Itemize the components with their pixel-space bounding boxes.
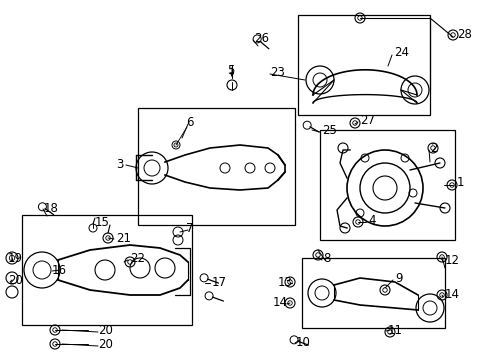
Text: 25: 25 xyxy=(322,123,337,136)
Text: 28: 28 xyxy=(457,28,472,41)
Text: 15: 15 xyxy=(95,216,110,229)
Text: 14: 14 xyxy=(445,288,460,302)
Text: 18: 18 xyxy=(44,202,59,215)
Text: 26: 26 xyxy=(254,31,269,45)
Text: 20: 20 xyxy=(98,324,113,337)
Text: 9: 9 xyxy=(395,271,402,284)
Text: 22: 22 xyxy=(130,252,145,265)
Text: 21: 21 xyxy=(116,231,131,244)
Text: 12: 12 xyxy=(445,253,460,266)
Text: 17: 17 xyxy=(212,275,227,288)
Text: 20: 20 xyxy=(98,338,113,351)
Text: 16: 16 xyxy=(52,264,67,276)
Bar xyxy=(320,130,455,240)
Text: 7: 7 xyxy=(186,221,194,234)
Text: 24: 24 xyxy=(394,45,409,58)
Text: 10: 10 xyxy=(296,336,311,348)
Text: 13: 13 xyxy=(278,275,293,288)
Text: 5: 5 xyxy=(227,63,234,77)
Text: 2: 2 xyxy=(430,141,438,154)
Text: 27: 27 xyxy=(360,113,375,126)
Text: 11: 11 xyxy=(388,324,403,337)
Text: 3: 3 xyxy=(117,158,124,171)
Text: 6: 6 xyxy=(186,116,194,129)
Bar xyxy=(298,15,430,115)
Text: 8: 8 xyxy=(323,252,330,265)
Text: 23: 23 xyxy=(270,66,285,78)
Text: 1: 1 xyxy=(457,176,465,189)
Bar xyxy=(302,258,445,328)
Text: 20: 20 xyxy=(8,274,23,287)
Text: 19: 19 xyxy=(8,252,23,265)
Text: 4: 4 xyxy=(368,213,375,226)
Bar xyxy=(22,215,192,325)
Bar xyxy=(138,108,295,225)
Text: 14: 14 xyxy=(273,297,288,310)
